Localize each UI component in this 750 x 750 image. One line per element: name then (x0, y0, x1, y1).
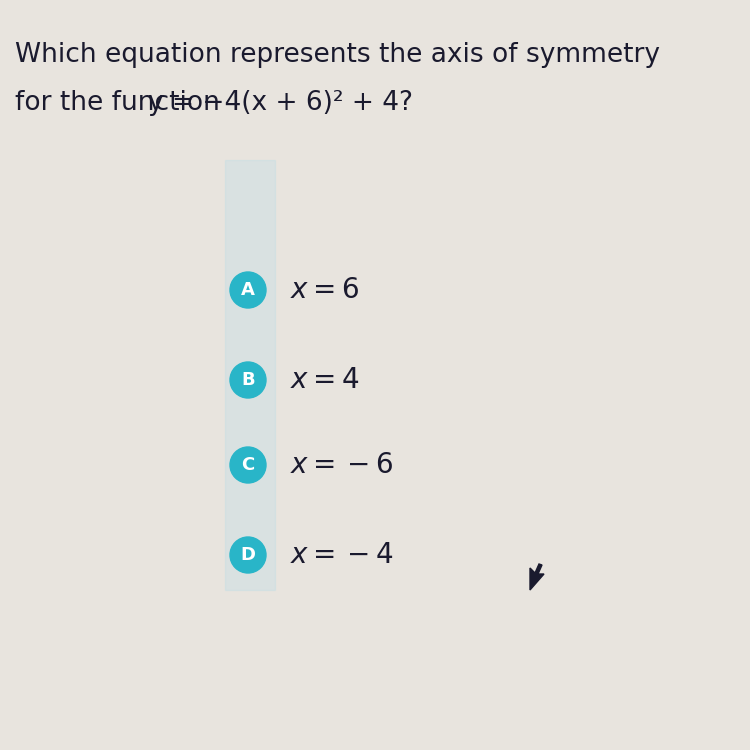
Text: B: B (242, 371, 255, 389)
Text: A: A (241, 281, 255, 299)
Text: $x = −4$: $x = −4$ (290, 541, 394, 569)
Circle shape (230, 272, 266, 308)
Text: y = −4(x + 6)² + 4?: y = −4(x + 6)² + 4? (148, 90, 413, 116)
Text: for the function: for the function (15, 90, 228, 116)
Text: C: C (242, 456, 254, 474)
Text: D: D (241, 546, 256, 564)
Text: $x = 6$: $x = 6$ (290, 276, 359, 304)
Bar (225, 160, 275, 590)
Text: Which equation represents the axis of symmetry: Which equation represents the axis of sy… (15, 42, 660, 68)
Circle shape (230, 537, 266, 573)
Polygon shape (530, 564, 544, 590)
Circle shape (230, 362, 266, 398)
Text: $x = −6$: $x = −6$ (290, 451, 393, 479)
Circle shape (230, 447, 266, 483)
Text: $x = 4$: $x = 4$ (290, 366, 359, 394)
